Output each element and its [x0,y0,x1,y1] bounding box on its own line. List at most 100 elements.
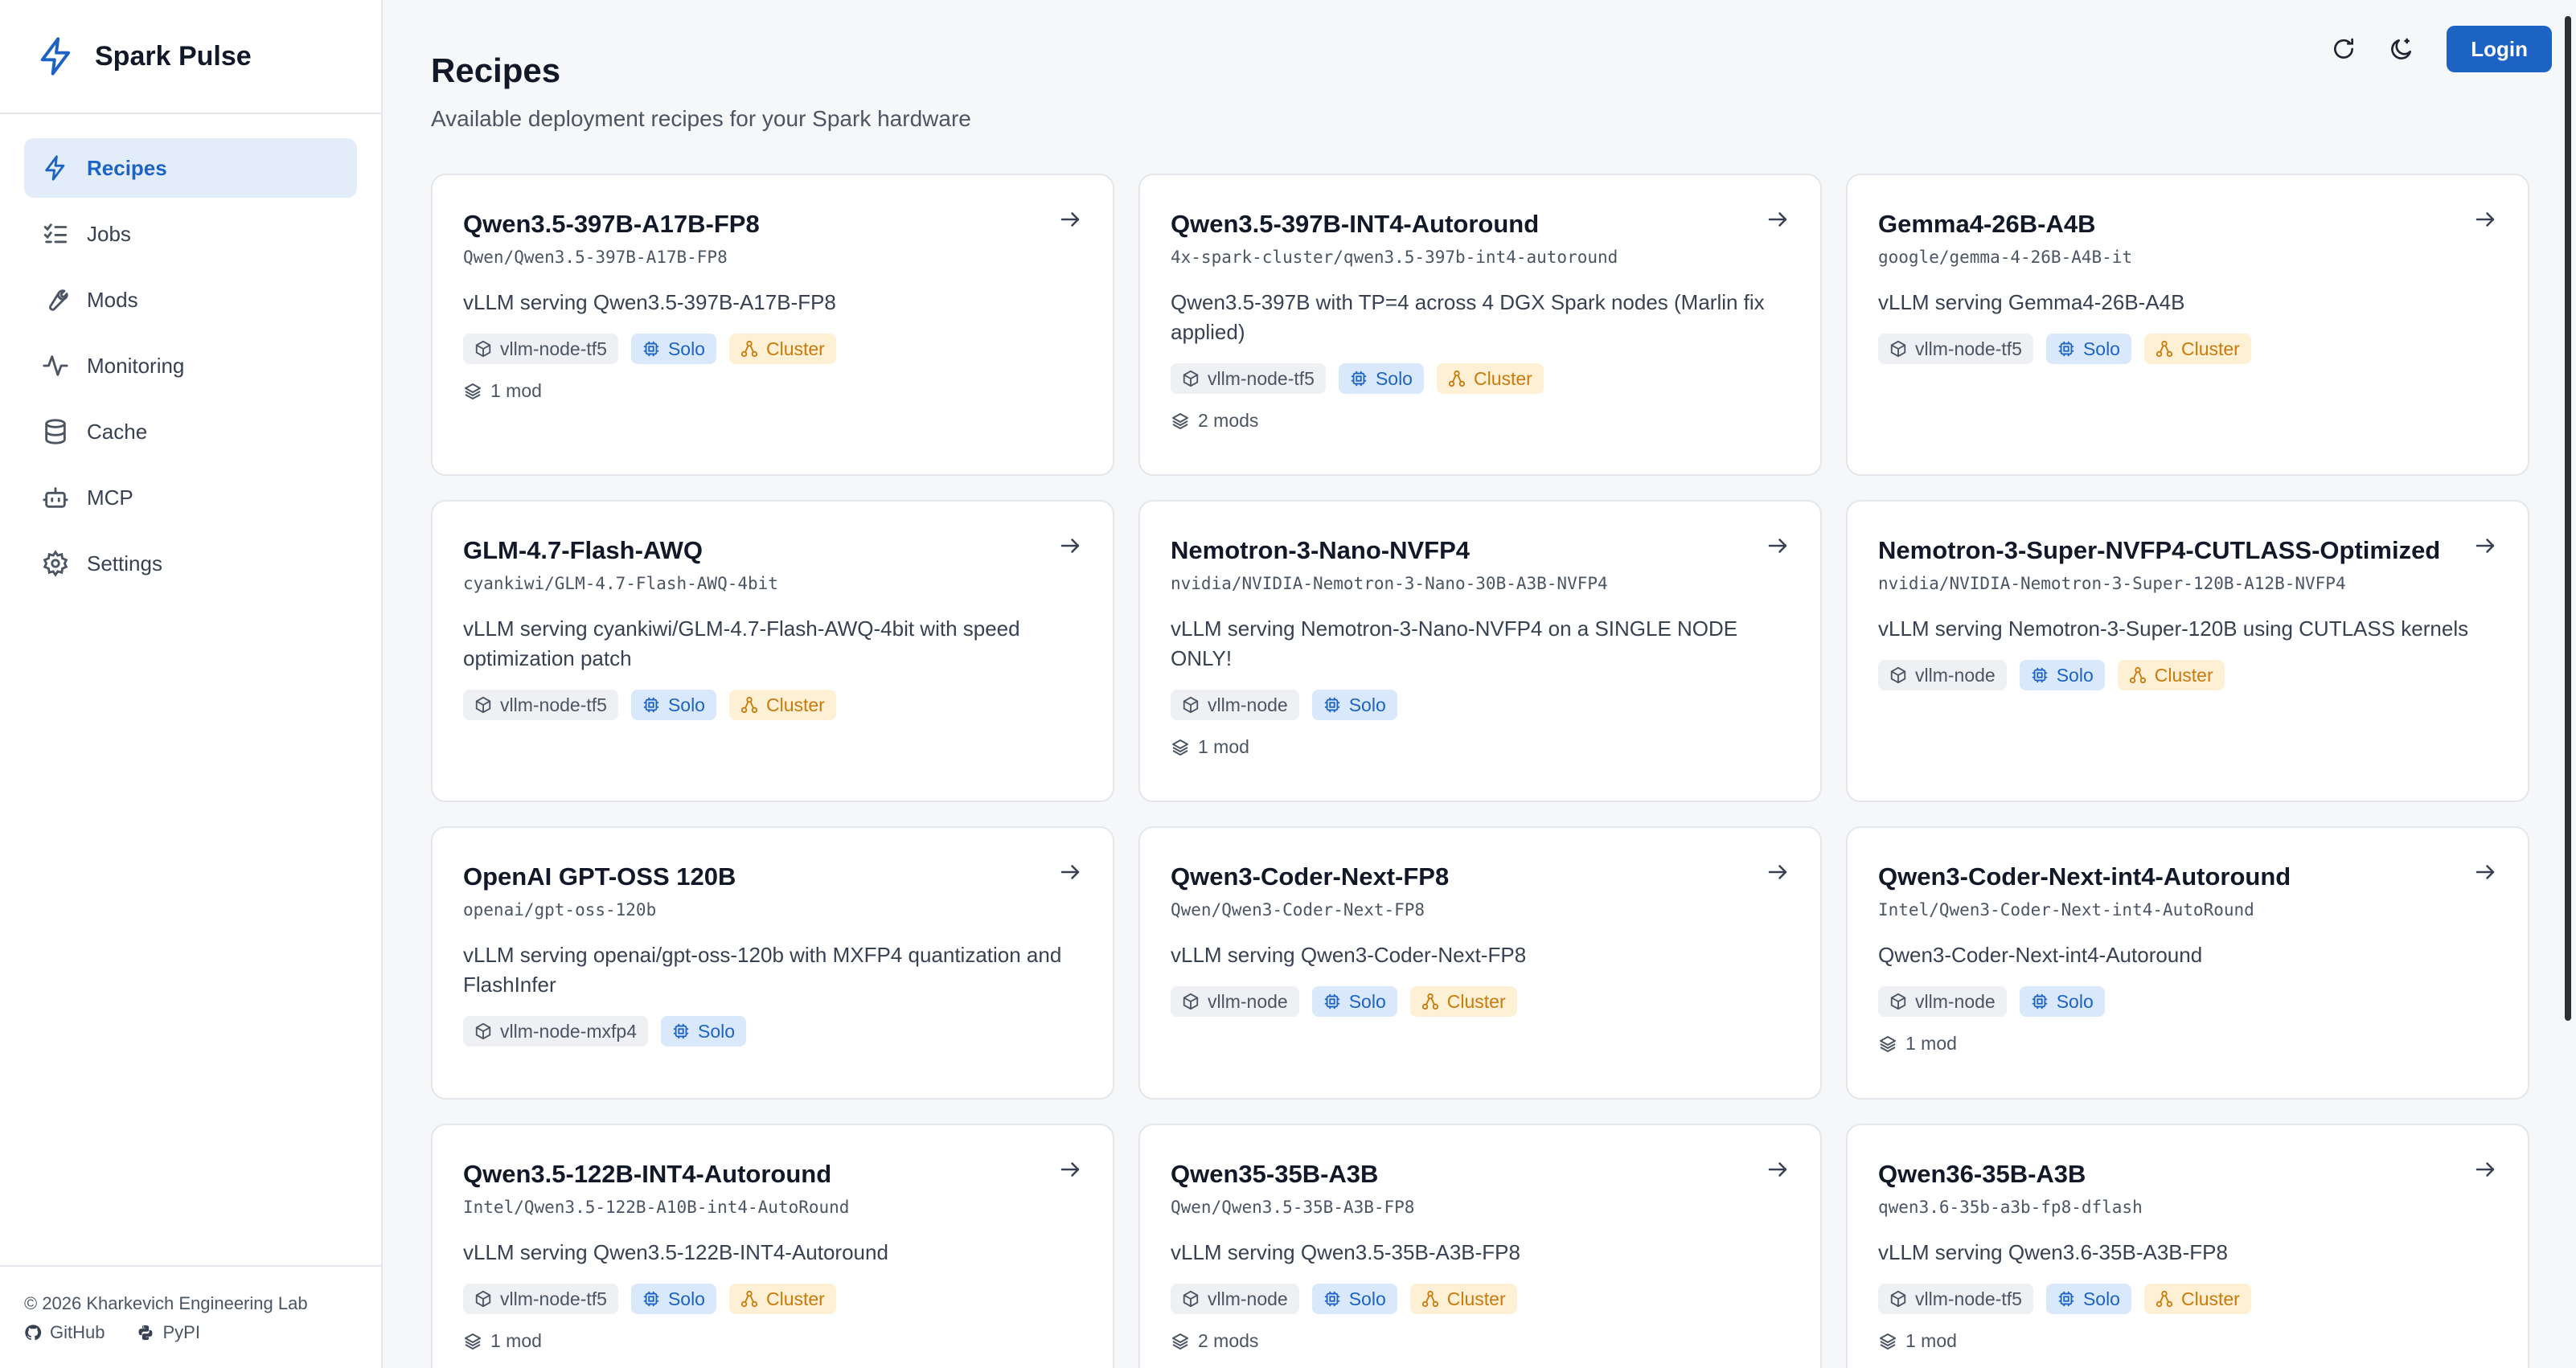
network-icon [2129,666,2146,684]
recipe-card[interactable]: Qwen36-35B-A3B qwen3.6-35b-a3b-fp8-dflas… [1846,1124,2529,1368]
arrow-right-icon[interactable] [1766,860,1790,884]
image-tag: vllm-node [1878,660,2007,690]
arrow-right-icon[interactable] [1058,534,1082,558]
recipe-description: Qwen3-Coder-Next-int4-Autoround [1878,943,2203,967]
recipe-title: GLM-4.7-Flash-AWQ [463,536,703,564]
chip-icon [1324,1291,1339,1307]
arrow-right-icon[interactable] [1766,1157,1790,1182]
recipe-tags: vllm-node Solo [1878,986,2497,1017]
recipe-card[interactable]: Qwen35-35B-A3B Qwen/Qwen3.5-35B-A3B-FP8 … [1138,1124,1822,1368]
scrollbar[interactable] [2565,16,2571,1021]
solo-tag: Solo [1311,690,1397,720]
package-icon [1183,370,1199,387]
arrow-right-icon[interactable] [2473,534,2497,558]
login-button[interactable]: Login [2447,26,2552,72]
refresh-button[interactable] [2321,27,2366,72]
solo-tag: Solo [1338,363,1424,394]
solo-tag-label: Solo [2082,1288,2120,1309]
recipes-grid: Qwen3.5-397B-A17B-FP8 Qwen/Qwen3.5-397B-… [431,174,2529,1368]
arrow-right-icon[interactable] [2473,1157,2497,1182]
recipe-description: vLLM serving Nemotron-3-Super-120B using… [1878,616,2469,641]
cluster-tag-label: Cluster [765,338,825,359]
image-tag-label: vllm-node-tf5 [500,1288,607,1309]
image-tag: vllm-node-tf5 [463,334,618,364]
sidebar-item-mcp[interactable]: MCP [24,468,357,527]
recipe-description: vLLM serving Qwen3.6-35B-A3B-FP8 [1878,1240,2228,1264]
solo-tag-label: Solo [667,694,705,715]
sidebar-item-mods[interactable]: Mods [24,270,357,330]
image-tag: vllm-node [1171,690,1299,720]
recipe-card[interactable]: Nemotron-3-Super-NVFP4-CUTLASS-Optimized… [1846,500,2529,802]
recipe-tags: vllm-node-tf5 Solo Cluster [1878,1284,2497,1314]
package-icon [1183,1290,1199,1308]
chip-icon [2058,341,2074,357]
sidebar-item-cache[interactable]: Cache [24,402,357,461]
arrow-right-icon[interactable] [1766,534,1790,558]
brand[interactable]: Spark Pulse [0,0,381,114]
mods-count: 2 mods [1171,1330,1790,1352]
image-tag-label: vllm-node-mxfp4 [500,1020,637,1042]
arrow-right-icon[interactable] [1058,1157,1082,1182]
sidebar-item-jobs[interactable]: Jobs [24,204,357,264]
theme-toggle-button[interactable] [2379,27,2424,72]
solo-tag-label: Solo [2082,338,2120,359]
recipe-card[interactable]: Gemma4-26B-A4B google/gemma-4-26B-A4B-it… [1846,174,2529,476]
solo-tag: Solo [2045,334,2131,364]
pypi-label: PyPI [162,1322,200,1342]
arrow-right-icon[interactable] [2473,207,2497,231]
arrow-right-icon[interactable] [2473,860,2497,884]
package-icon [1890,1290,1906,1308]
recipe-card[interactable]: Qwen3.5-122B-INT4-Autoround Intel/Qwen3.… [431,1124,1114,1368]
image-tag: vllm-node-tf5 [1878,1284,2033,1314]
cluster-tag: Cluster [2143,334,2251,364]
github-link[interactable]: GitHub [24,1322,105,1343]
topbar: Login [2321,26,2552,72]
network-icon [740,1290,758,1308]
cluster-tag: Cluster [1436,363,1544,394]
pypi-icon [139,1325,153,1341]
sidebar-item-label: Jobs [87,221,131,246]
recipe-card[interactable]: Qwen3.5-397B-INT4-Autoround 4x-spark-clu… [1138,174,1822,476]
recipe-card[interactable]: GLM-4.7-Flash-AWQ cyankiwi/GLM-4.7-Flash… [431,500,1114,802]
recipe-card[interactable]: OpenAI GPT-OSS 120B openai/gpt-oss-120b … [431,826,1114,1100]
recipe-tags: vllm-node-mxfp4 Solo [463,1016,1082,1046]
recipe-tags: vllm-node Solo Cluster [1878,660,2497,690]
solo-tag-label: Solo [1375,367,1413,389]
layers-icon [1172,1333,1188,1350]
sidebar-item-monitoring[interactable]: Monitoring [24,336,357,395]
solo-tag-label: Solo [667,338,705,359]
cluster-tag: Cluster [2117,660,2225,690]
image-tag-label: vllm-node [1208,990,1288,1012]
sidebar-item-recipes[interactable]: Recipes [24,138,357,198]
recipe-card[interactable]: Qwen3-Coder-Next-FP8 Qwen/Qwen3-Coder-Ne… [1138,826,1822,1100]
recipe-title: Qwen3.5-397B-A17B-FP8 [463,210,760,238]
image-tag: vllm-node [1171,986,1299,1017]
solo-tag-label: Solo [1348,694,1386,715]
recipe-card[interactable]: Qwen3.5-397B-A17B-FP8 Qwen/Qwen3.5-397B-… [431,174,1114,476]
recipe-card[interactable]: Qwen3-Coder-Next-int4-Autoround Intel/Qw… [1846,826,2529,1100]
recipe-description: vLLM serving Qwen3.5-35B-A3B-FP8 [1171,1240,1520,1264]
recipe-card[interactable]: Nemotron-3-Nano-NVFP4 nvidia/NVIDIA-Nemo… [1138,500,1822,802]
package-icon [475,1290,491,1308]
chip-icon [2032,667,2047,683]
layers-icon [1880,1035,1896,1052]
page-subtitle: Available deployment recipes for your Sp… [431,106,971,131]
mods-count: 1 mod [463,380,1082,402]
arrow-right-icon[interactable] [1058,860,1082,884]
arrow-right-icon[interactable] [1766,207,1790,231]
arrow-right-icon[interactable] [1058,207,1082,231]
pypi-link[interactable]: PyPI [137,1322,200,1343]
image-tag: vllm-node [1878,986,2007,1017]
cluster-tag-label: Cluster [2180,338,2240,359]
image-tag: vllm-node [1171,1284,1299,1314]
layers-icon [1172,739,1188,756]
recipe-model: Qwen/Qwen3.5-397B-A17B-FP8 [463,248,728,267]
image-tag: vllm-node-tf5 [463,690,618,720]
solo-tag: Solo [630,334,716,364]
recipe-tags: vllm-node-tf5 Solo Cluster [463,1284,1082,1314]
sidebar-item-settings[interactable]: Settings [24,534,357,593]
chip-icon [2058,1291,2074,1307]
chip-icon [1324,993,1339,1010]
recipe-description: vLLM serving Qwen3.5-397B-A17B-FP8 [463,290,836,314]
chip-icon [643,697,659,713]
